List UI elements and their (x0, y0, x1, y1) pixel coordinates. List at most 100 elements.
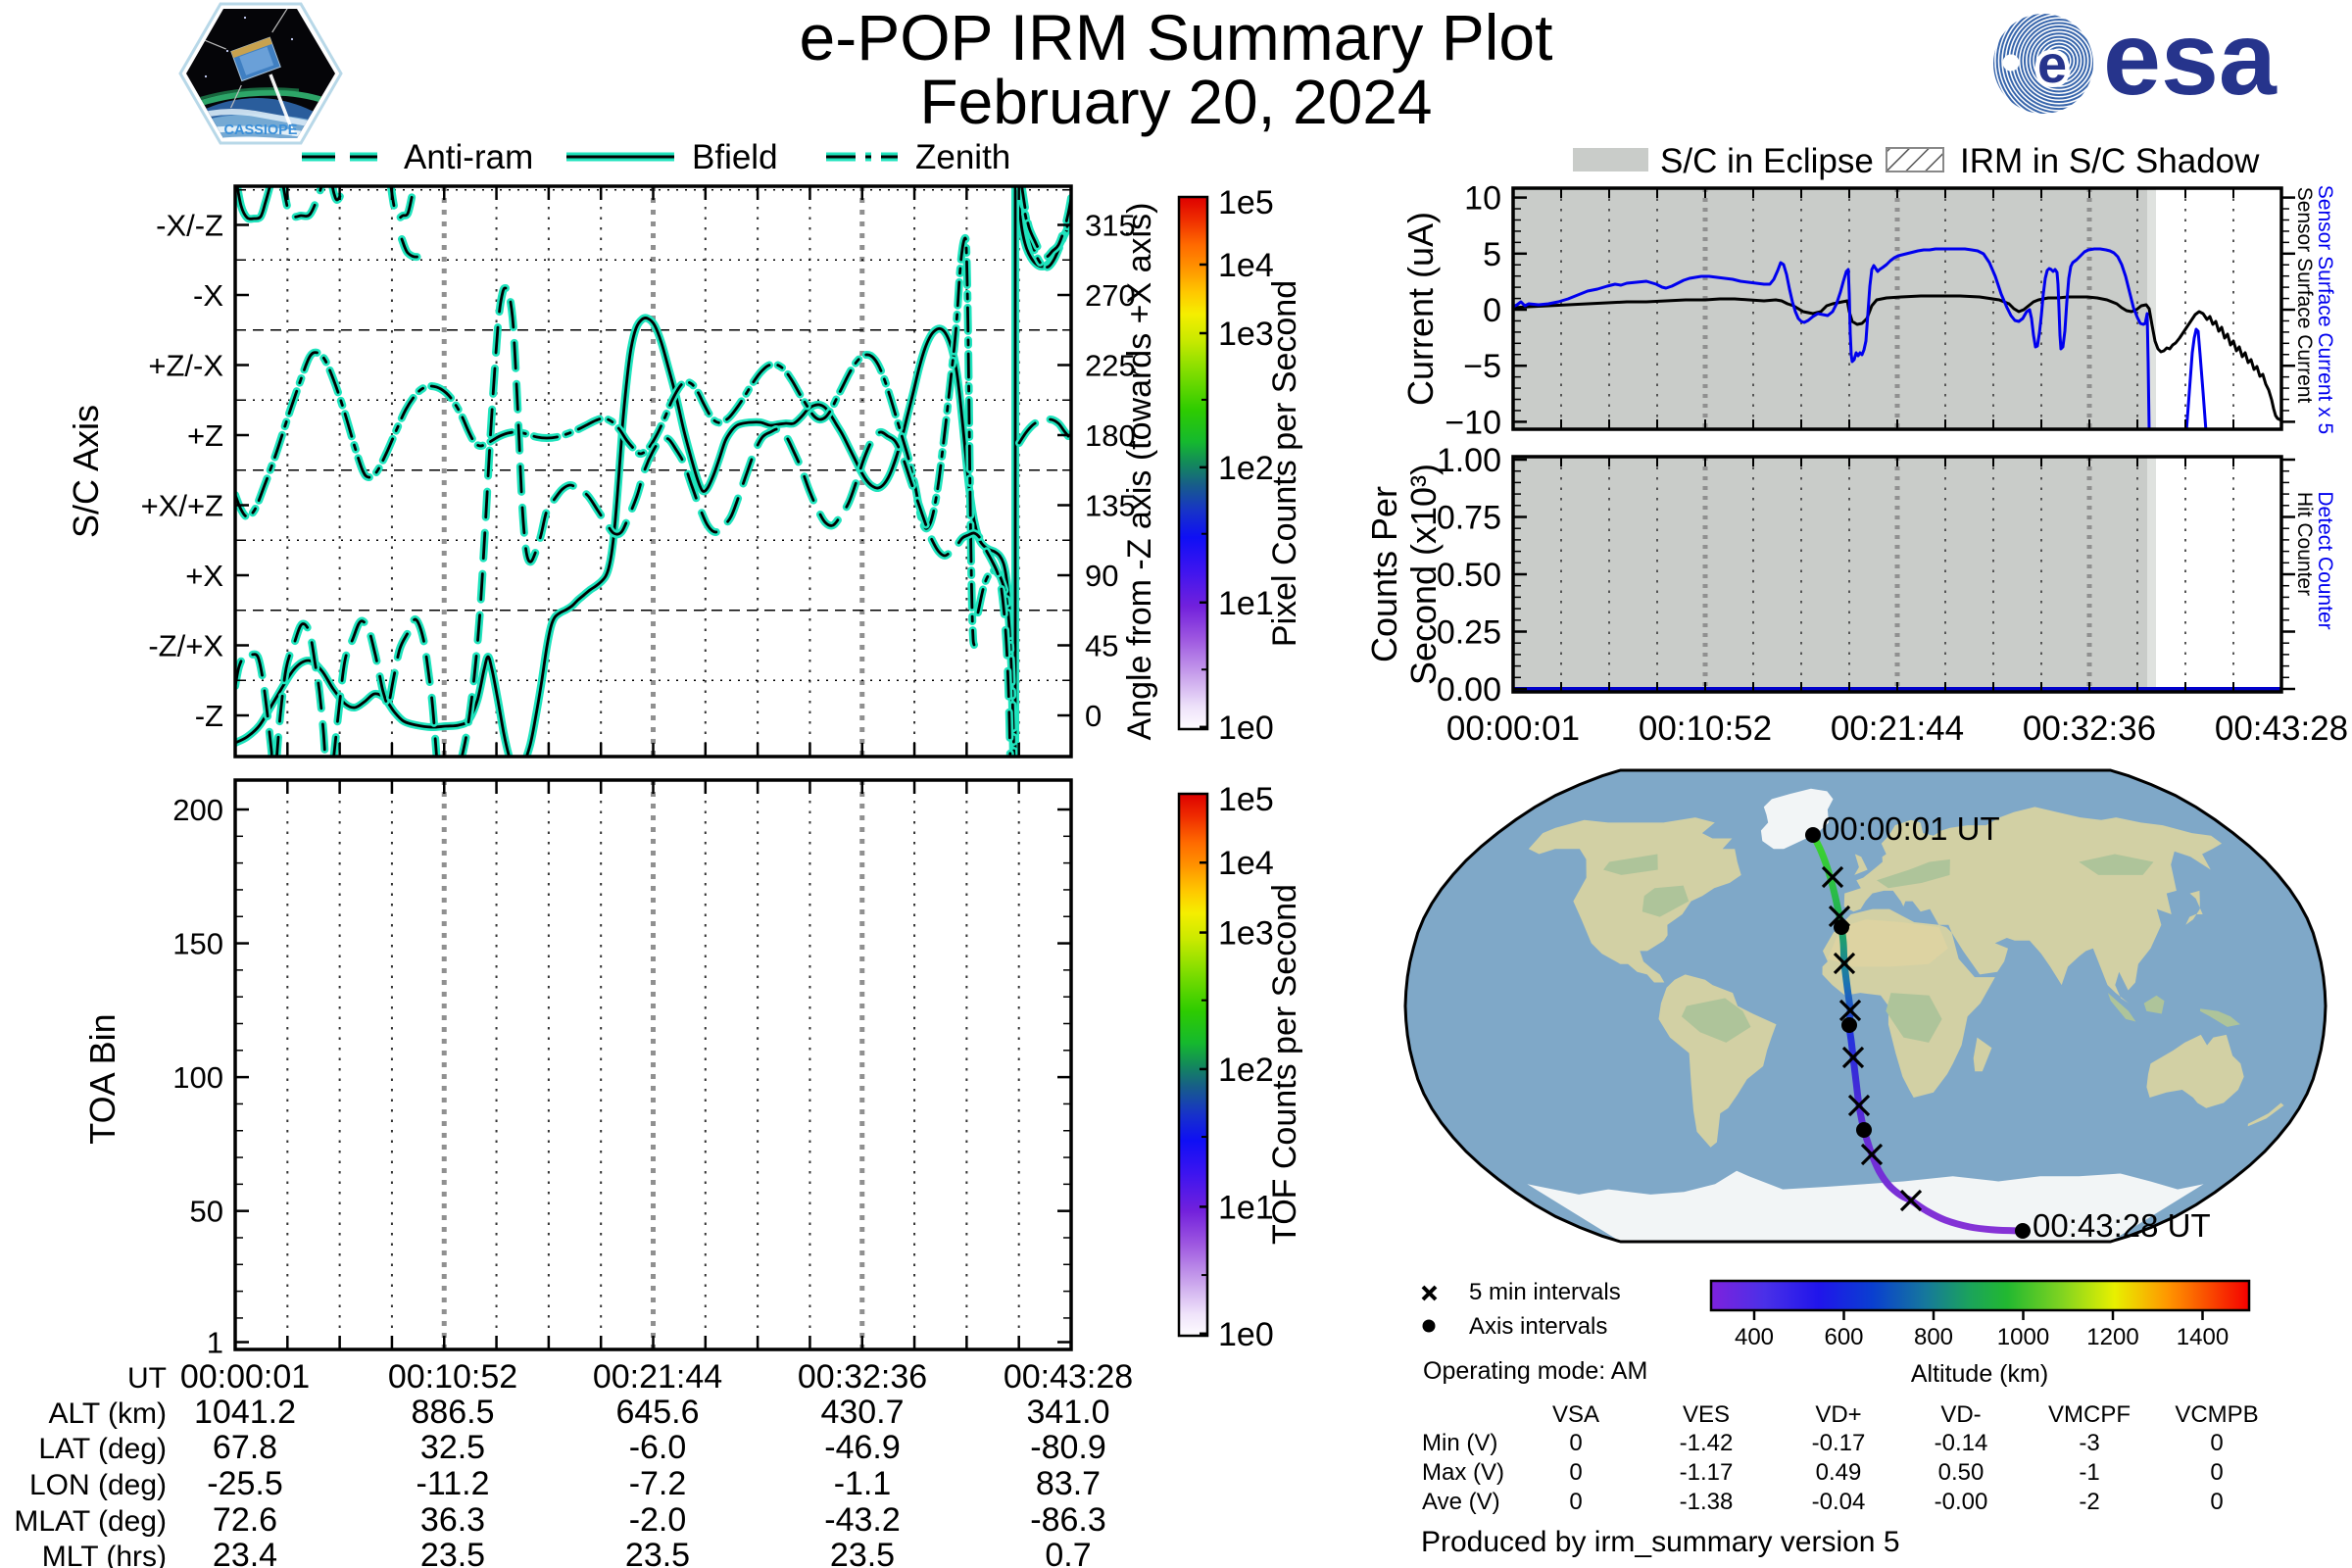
svg-text:135: 135 (1085, 488, 1136, 522)
svg-text:00:00:01: 00:00:01 (180, 1358, 310, 1396)
svg-text:1e3: 1e3 (1218, 915, 1274, 953)
svg-text:23.5: 23.5 (420, 1537, 485, 1568)
svg-text:00:00:01: 00:00:01 (1446, 710, 1580, 748)
svg-text:1e0: 1e0 (1218, 710, 1274, 747)
svg-text:341.0: 341.0 (1026, 1394, 1109, 1431)
svg-text:5 min intervals: 5 min intervals (1469, 1279, 1621, 1305)
svg-text:00:10:52: 00:10:52 (1639, 710, 1772, 748)
svg-text:-Z/+X: -Z/+X (148, 628, 223, 662)
svg-text:1e2: 1e2 (1218, 450, 1274, 487)
svg-text:-1.42: -1.42 (1680, 1430, 1734, 1456)
svg-text:Detect Counter: Detect Counter (2314, 491, 2336, 629)
svg-text:Anti-ram: Anti-ram (404, 138, 533, 176)
svg-text:430.7: 430.7 (820, 1394, 904, 1431)
svg-text:10: 10 (1464, 180, 1501, 218)
svg-text:-1.1: -1.1 (834, 1465, 892, 1502)
svg-text:00:43:28 UT: 00:43:28 UT (2033, 1207, 2211, 1244)
svg-text:VD+: VD+ (1815, 1401, 1861, 1428)
svg-text:e-POP IRM Summary Plot: e-POP IRM Summary Plot (800, 1, 1553, 74)
svg-text:-0.14: -0.14 (1935, 1430, 1988, 1456)
svg-text:00:32:36: 00:32:36 (798, 1358, 927, 1396)
svg-text:100: 100 (172, 1060, 223, 1095)
svg-text:0: 0 (1085, 699, 1102, 733)
svg-text:-86.3: -86.3 (1030, 1501, 1106, 1539)
svg-text:Hit Counter: Hit Counter (2293, 492, 2316, 596)
svg-text:90: 90 (1085, 559, 1118, 593)
svg-text:1.00: 1.00 (1437, 442, 1501, 479)
svg-text:00:10:52: 00:10:52 (388, 1358, 517, 1396)
svg-text:-1.38: -1.38 (1680, 1489, 1734, 1515)
svg-text:-6.0: -6.0 (629, 1429, 687, 1466)
svg-text:UT: UT (127, 1362, 167, 1395)
svg-text:-80.9: -80.9 (1030, 1429, 1106, 1466)
svg-text:0.50: 0.50 (1938, 1459, 1984, 1486)
svg-text:-46.9: -46.9 (824, 1429, 901, 1466)
svg-text:72.6: 72.6 (213, 1501, 277, 1539)
svg-text:00:32:36: 00:32:36 (2023, 710, 2156, 748)
svg-text:-2: -2 (2079, 1489, 2099, 1515)
svg-text:-0.17: -0.17 (1812, 1430, 1866, 1456)
svg-text:Operating mode: AM: Operating mode: AM (1423, 1357, 1647, 1385)
svg-text:LON (deg): LON (deg) (29, 1469, 167, 1501)
svg-text:MLAT (deg): MLAT (deg) (14, 1505, 167, 1538)
svg-text:-43.2: -43.2 (824, 1501, 901, 1539)
svg-text:0: 0 (1569, 1459, 1582, 1486)
svg-text:Altitude (km): Altitude (km) (1911, 1360, 2048, 1388)
svg-text:00:43:28: 00:43:28 (1004, 1358, 1133, 1396)
svg-text:TOA Bin: TOA Bin (82, 1013, 122, 1144)
svg-text:-0.00: -0.00 (1935, 1489, 1988, 1515)
svg-text:0.7: 0.7 (1045, 1537, 1091, 1568)
svg-text:Max (V): Max (V) (1422, 1459, 1504, 1486)
svg-text:600: 600 (1824, 1324, 1863, 1350)
svg-text:February 20, 2024: February 20, 2024 (920, 67, 1433, 137)
svg-text:Sensor Surface Current x 5: Sensor Surface Current x 5 (2314, 185, 2336, 434)
svg-text:5: 5 (1483, 236, 1501, 273)
svg-text:0.75: 0.75 (1437, 500, 1501, 537)
svg-text:Angle from -Z axis (towards +X: Angle from -Z axis (towards +X axis) (1121, 203, 1158, 741)
svg-text:-2.0: -2.0 (629, 1501, 687, 1539)
svg-text:1e0: 1e0 (1218, 1316, 1274, 1353)
svg-text:Ave (V): Ave (V) (1422, 1489, 1500, 1515)
svg-text:0: 0 (2210, 1459, 2223, 1486)
svg-text:67.8: 67.8 (213, 1429, 277, 1466)
svg-text:23.4: 23.4 (213, 1537, 277, 1568)
svg-text:00:43:28: 00:43:28 (2215, 710, 2348, 748)
svg-text:ALT (km): ALT (km) (48, 1397, 167, 1430)
svg-text:1e1: 1e1 (1218, 1189, 1274, 1226)
svg-text:-25.5: -25.5 (207, 1465, 283, 1502)
svg-text:0: 0 (1569, 1489, 1582, 1515)
svg-text:36.3: 36.3 (420, 1501, 485, 1539)
svg-text:VMCPF: VMCPF (2048, 1401, 2131, 1428)
svg-text:Second (x10³): Second (x10³) (1403, 464, 1444, 685)
svg-text:S/C Axis: S/C Axis (66, 405, 106, 538)
svg-text:esa: esa (2103, 1, 2278, 117)
svg-text:Axis intervals: Axis intervals (1469, 1313, 1607, 1340)
svg-text:1041.2: 1041.2 (194, 1394, 296, 1431)
svg-text:800: 800 (1914, 1324, 1953, 1350)
svg-text:Produced by irm_summary versio: Produced by irm_summary version 5 (1421, 1526, 1900, 1558)
svg-text:−10: −10 (1445, 404, 1501, 441)
svg-text:S/C in Eclipse: S/C in Eclipse (1660, 142, 1874, 180)
svg-text:+Z: +Z (187, 418, 223, 453)
svg-text:1e3: 1e3 (1218, 316, 1274, 353)
svg-text:00:21:44: 00:21:44 (1831, 710, 1964, 748)
svg-text:83.7: 83.7 (1036, 1465, 1101, 1502)
svg-text:1e5: 1e5 (1218, 184, 1274, 221)
svg-text:150: 150 (172, 927, 223, 961)
svg-text:0.25: 0.25 (1437, 614, 1501, 652)
svg-text:1: 1 (207, 1326, 223, 1360)
svg-text:-1: -1 (2079, 1459, 2099, 1486)
svg-text:-11.2: -11.2 (416, 1465, 490, 1502)
svg-text:1400: 1400 (2177, 1324, 2229, 1350)
svg-text:200: 200 (172, 793, 223, 827)
svg-text:Zenith: Zenith (915, 138, 1010, 176)
svg-text:1e4: 1e4 (1218, 247, 1274, 284)
svg-text:Current (uA): Current (uA) (1400, 212, 1441, 406)
svg-text:-7.2: -7.2 (629, 1465, 687, 1502)
svg-text:32.5: 32.5 (420, 1429, 485, 1466)
svg-text:IRM in S/C Shadow: IRM in S/C Shadow (1960, 142, 2260, 180)
svg-text:0: 0 (2210, 1430, 2223, 1456)
svg-text:-1.17: -1.17 (1680, 1459, 1734, 1486)
svg-text:0.00: 0.00 (1437, 671, 1501, 709)
svg-text:0: 0 (1569, 1430, 1582, 1456)
